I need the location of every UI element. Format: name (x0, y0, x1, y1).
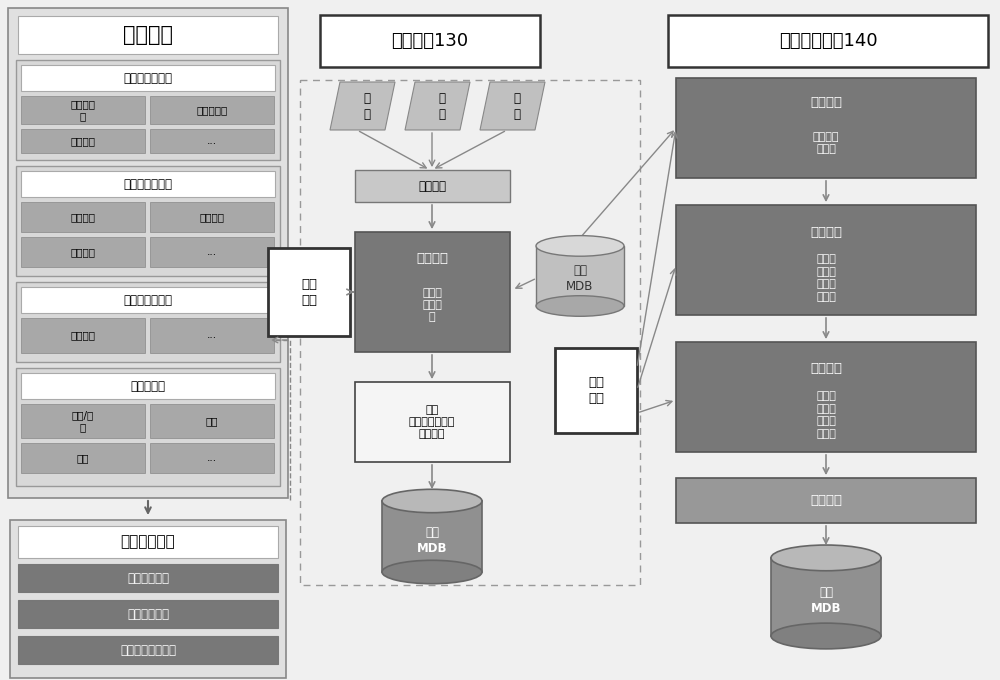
Text: 存储资源: 存储资源 (200, 212, 224, 222)
Text: 账务处理模块140: 账务处理模块140 (779, 32, 877, 50)
Bar (21, 96, 145, 124)
Text: 资料
MDB: 资料 MDB (566, 263, 594, 292)
Bar (676, 78, 976, 178)
Text: 带宽: 带宽 (206, 416, 218, 426)
Polygon shape (405, 82, 470, 130)
Bar (320, 15, 540, 67)
Bar (18, 16, 278, 54)
Bar (355, 170, 510, 202)
Bar (16, 282, 280, 362)
Text: 基础类型: 基础类型 (70, 330, 96, 340)
Text: 批价
量纲计算规则分
析和计费: 批价 量纲计算规则分 析和计费 (409, 405, 455, 439)
Text: 上下行带
宽: 上下行带 宽 (70, 99, 96, 121)
Text: 行业专网类量纲: 行业专网类量纲 (124, 294, 173, 307)
Text: 更新账单: 更新账单 (810, 494, 842, 507)
Bar (676, 342, 976, 452)
Text: 增强计算: 增强计算 (70, 247, 96, 257)
Text: 话
单: 话 单 (438, 92, 446, 120)
Bar (21, 373, 275, 399)
Bar (16, 60, 280, 160)
Text: 优惠计算: 优惠计算 (810, 362, 842, 375)
Text: ...: ... (207, 330, 217, 340)
Text: 独享/共
享: 独享/共 享 (72, 410, 94, 432)
Bar (8, 8, 288, 498)
Bar (355, 232, 510, 352)
Text: ...: ... (207, 247, 217, 257)
Ellipse shape (771, 545, 881, 571)
Bar (16, 166, 280, 276)
Text: 话
单: 话 单 (514, 92, 520, 120)
Bar (16, 368, 280, 486)
Ellipse shape (536, 236, 624, 256)
Bar (150, 129, 274, 153)
Text: 网络容量: 网络容量 (70, 136, 96, 146)
Ellipse shape (382, 490, 482, 513)
Bar (150, 318, 274, 353)
Text: 网络容验证: 网络容验证 (196, 105, 228, 115)
Text: 量纲分析
与加工: 量纲分析 与加工 (813, 132, 839, 154)
Bar (555, 348, 637, 433)
Text: 区域: 区域 (77, 453, 89, 463)
Bar (150, 96, 274, 124)
Text: 计费计算规则: 计费计算规则 (127, 571, 169, 585)
Text: 计费模块130: 计费模块130 (391, 32, 469, 50)
Text: 计费
容器: 计费 容器 (301, 277, 317, 307)
Text: 账务计算规则: 账务计算规则 (127, 607, 169, 620)
Bar (150, 404, 274, 438)
Bar (21, 202, 145, 232)
Text: 量纲分
析和加
工: 量纲分 析和加 工 (422, 288, 442, 322)
Text: 计算资源: 计算资源 (70, 212, 96, 222)
Bar (150, 443, 274, 473)
Bar (21, 443, 145, 473)
Text: ...: ... (207, 136, 217, 146)
Bar (668, 15, 988, 67)
Bar (18, 564, 278, 592)
Text: 量纲计算规则: 量纲计算规则 (121, 534, 175, 549)
Text: 计费
MDB: 计费 MDB (417, 526, 447, 554)
Text: 业务分析: 业务分析 (416, 252, 448, 265)
Ellipse shape (771, 623, 881, 649)
Bar (18, 526, 278, 558)
Ellipse shape (536, 296, 624, 316)
Bar (18, 636, 278, 664)
Text: 免费资源计算规则: 免费资源计算规则 (120, 643, 176, 656)
Text: 账务
MDB: 账务 MDB (811, 585, 841, 615)
Text: 量纲规格: 量纲规格 (123, 25, 173, 45)
Text: 资料分析: 资料分析 (810, 97, 842, 109)
Bar (18, 600, 278, 628)
Text: 计费网关: 计费网关 (418, 180, 446, 192)
Text: 边缘计算类量纲: 边缘计算类量纲 (124, 177, 173, 190)
Bar (536, 246, 624, 306)
Bar (21, 171, 275, 197)
Bar (21, 129, 145, 153)
Bar (21, 287, 275, 313)
Bar (268, 248, 350, 336)
Bar (21, 65, 275, 91)
Polygon shape (330, 82, 395, 130)
Text: 话
单: 话 单 (364, 92, 370, 120)
Bar (355, 382, 510, 462)
Bar (676, 478, 976, 523)
Text: 多量纲
账务规
则分析
和固费: 多量纲 账务规 则分析 和固费 (816, 254, 836, 302)
Bar (771, 558, 881, 636)
Text: 多量纲
优惠规
则分析
和优惠: 多量纲 优惠规 则分析 和优惠 (816, 392, 836, 439)
Text: 账务
容器: 账务 容器 (588, 375, 604, 405)
Text: 边缘网络类量纲: 边缘网络类量纲 (124, 71, 173, 84)
Ellipse shape (382, 560, 482, 583)
Bar (21, 237, 145, 267)
Bar (21, 404, 145, 438)
Bar (10, 520, 286, 678)
Bar (150, 237, 274, 267)
Bar (150, 202, 274, 232)
Bar (300, 80, 640, 585)
Text: 固费计算: 固费计算 (810, 226, 842, 239)
Bar (382, 501, 482, 572)
Polygon shape (480, 82, 545, 130)
Text: 切片类量纲: 切片类量纲 (130, 379, 166, 392)
Bar (21, 318, 145, 353)
Bar (676, 205, 976, 315)
Text: ...: ... (207, 453, 217, 463)
